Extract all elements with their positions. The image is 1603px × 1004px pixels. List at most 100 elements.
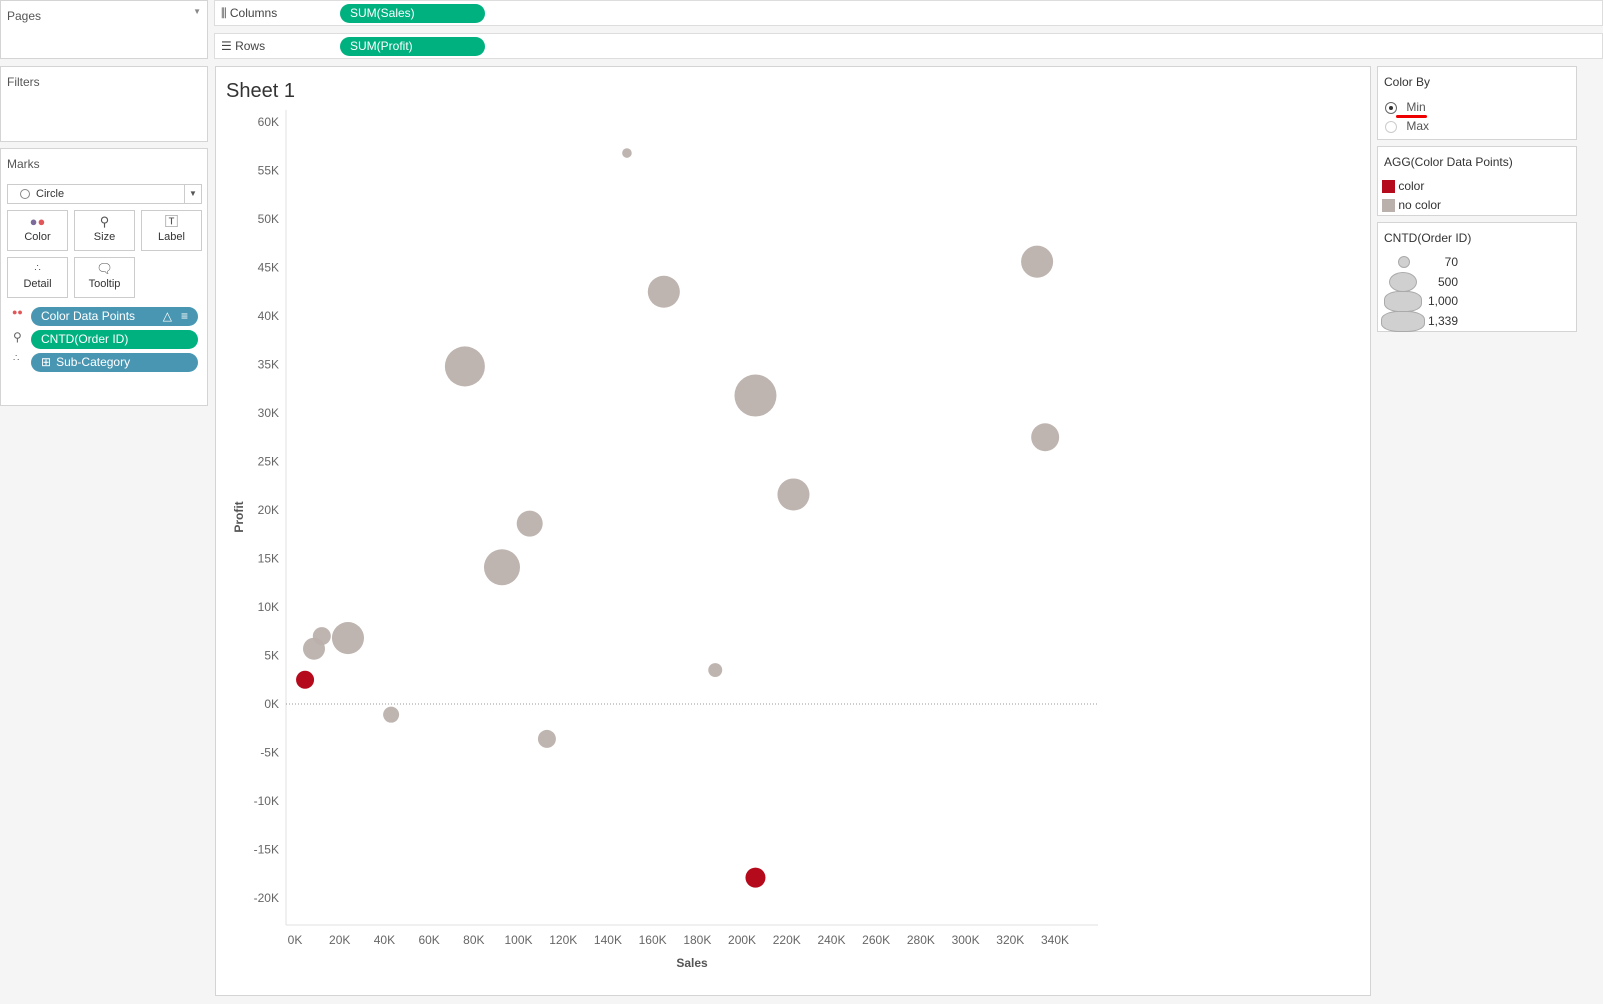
color-dots-icon: ●● <box>29 214 46 229</box>
scatter-point[interactable] <box>622 148 632 158</box>
y-tick-label: -15K <box>254 843 279 857</box>
x-tick-label: 140K <box>594 933 622 947</box>
scatter-point[interactable] <box>708 663 723 678</box>
tooltip-card[interactable]: 🗨 Tooltip <box>74 257 135 298</box>
x-tick-label: 260K <box>862 933 890 947</box>
filters-shelf[interactable]: Filters <box>0 66 208 142</box>
x-tick-label: 300K <box>952 933 980 947</box>
rows-shelf[interactable]: ☰ Rows SUM(Profit) <box>214 33 1603 59</box>
marks-card: Marks Circle ▼ ●● Color ⚲ Size 🅃 Label ∴ Det… <box>0 148 208 406</box>
y-tick-label: 40K <box>258 309 279 323</box>
x-tick-label: 40K <box>374 933 395 947</box>
y-tick-label: 30K <box>258 406 279 420</box>
legend-label: no color <box>1398 198 1442 212</box>
sheet-view: Sheet 1 <box>215 66 1371 996</box>
legend-item-no-color[interactable]: no color <box>1382 198 1442 213</box>
legend-item-color[interactable]: color <box>1382 179 1424 194</box>
sub-category-pill[interactable]: ⊞ Sub-Category <box>31 353 198 372</box>
radio-max[interactable]: Max <box>1385 119 1429 133</box>
circle-icon <box>20 189 30 199</box>
mark-type-dropdown[interactable]: Circle ▼ <box>7 184 202 204</box>
color-legend-title: AGG(Color Data Points) <box>1384 155 1513 169</box>
chevron-down-icon[interactable]: ▼ <box>184 185 201 203</box>
size-legend-title: CNTD(Order ID) <box>1384 231 1472 245</box>
pages-shelf[interactable]: Pages ▼ <box>0 0 208 59</box>
rows-label-text: Rows <box>235 39 266 53</box>
x-tick-label: 20K <box>329 933 350 947</box>
size-circle-1339 <box>1381 311 1425 332</box>
size-icon: ⚲ <box>99 214 110 229</box>
sort-icon: ≡ <box>180 309 188 323</box>
sum-profit-pill[interactable]: SUM(Profit) <box>340 37 485 56</box>
scatter-point[interactable] <box>516 510 543 537</box>
scatter-point[interactable] <box>745 867 766 888</box>
marks-title: Marks <box>7 157 40 171</box>
scatter-point[interactable] <box>777 478 810 511</box>
radio-min[interactable]: Min <box>1385 100 1427 118</box>
scatter-point[interactable] <box>331 622 365 655</box>
pill-label: Color Data Points <box>41 309 136 323</box>
scatter-point[interactable] <box>734 374 777 417</box>
scatter-point[interactable] <box>312 627 331 646</box>
mark-type-value: Circle <box>36 188 65 200</box>
swatch-red <box>1382 180 1395 194</box>
label-card[interactable]: 🅃 Label <box>141 210 202 251</box>
color-by-parameter: Color By Min Max <box>1377 66 1577 140</box>
y-tick-label: 5K <box>264 649 279 663</box>
columns-icon: ⫼ <box>221 6 230 20</box>
radio-empty-icon[interactable] <box>1385 120 1397 133</box>
x-tick-label: 120K <box>549 933 577 947</box>
scatter-point[interactable] <box>647 275 680 308</box>
x-tick-label: 200K <box>728 933 756 947</box>
tooltip-icon: 🗨 <box>96 261 113 276</box>
pages-title: Pages <box>7 9 42 23</box>
columns-shelf[interactable]: ⫼ Columns SUM(Sales) <box>214 0 1603 26</box>
expand-plus-icon[interactable]: ⊞ <box>41 355 52 369</box>
scatter-point[interactable] <box>1031 423 1060 452</box>
y-tick-label: 15K <box>258 552 279 566</box>
scatter-point[interactable] <box>1021 245 1054 278</box>
size-card[interactable]: ⚲ Size <box>74 210 135 251</box>
cntd-order-id-pill[interactable]: CNTD(Order ID) <box>31 330 198 349</box>
scatter-point[interactable] <box>383 706 400 723</box>
size-circle-1000 <box>1384 291 1422 312</box>
y-tick-label: 10K <box>258 600 279 614</box>
radio-max-label: Max <box>1406 119 1430 133</box>
x-tick-label: 60K <box>418 933 439 947</box>
y-tick-label: 35K <box>258 358 279 372</box>
color-card[interactable]: ●● Color <box>7 210 68 251</box>
pages-dropdown-icon[interactable]: ▼ <box>193 7 201 16</box>
x-tick-label: 240K <box>817 933 845 947</box>
size-circle-500 <box>1389 272 1417 292</box>
sum-sales-pill[interactable]: SUM(Sales) <box>340 4 485 23</box>
columns-label-text: Columns <box>229 6 278 20</box>
filters-title: Filters <box>7 75 40 89</box>
x-tick-label: 100K <box>505 933 533 947</box>
scatter-point[interactable] <box>444 346 485 387</box>
y-axis-title: Profit <box>232 501 246 532</box>
x-tick-label: 180K <box>683 933 711 947</box>
swatch-grey <box>1382 199 1395 213</box>
scatter-point[interactable] <box>537 729 556 748</box>
scatter-point[interactable] <box>483 549 520 586</box>
detail-icon: ∴ <box>34 263 41 274</box>
radio-selected-icon[interactable] <box>1385 101 1397 114</box>
scatter-point[interactable] <box>296 670 315 689</box>
columns-label: ⫼ Columns <box>221 6 277 21</box>
red-underline <box>1396 115 1427 118</box>
y-tick-label: 25K <box>258 455 279 469</box>
size-label: 1,000 <box>1427 294 1458 308</box>
y-tick-label: -5K <box>260 746 279 760</box>
x-tick-label: 220K <box>773 933 801 947</box>
x-tick-label: 0K <box>288 933 303 947</box>
card-label: Size <box>93 231 116 243</box>
detail-encoding-icon: ∴ <box>13 353 20 364</box>
table-calc-delta-icon: △ <box>162 309 172 323</box>
y-tick-label: 45K <box>258 261 279 275</box>
detail-card[interactable]: ∴ Detail <box>7 257 68 298</box>
y-tick-label: 55K <box>258 164 279 178</box>
size-encoding-icon: ⚲ <box>13 330 22 344</box>
card-label: Tooltip <box>88 278 121 290</box>
color-data-points-pill[interactable]: Color Data Points △ ≡ <box>31 307 198 326</box>
